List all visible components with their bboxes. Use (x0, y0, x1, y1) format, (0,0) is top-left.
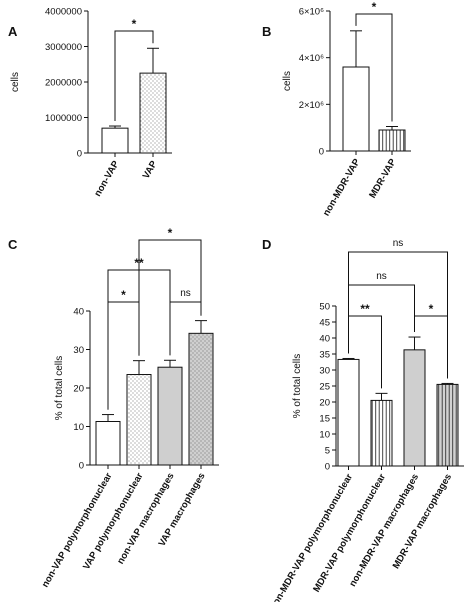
y-axis-label: % of total cells (54, 356, 65, 420)
category-label: non-VAP (92, 158, 122, 198)
significance-label: * (372, 0, 377, 14)
category-label: VAP (141, 158, 160, 180)
y-tick-label: 5 (325, 446, 330, 457)
y-axis-label: % of total cells (292, 354, 303, 418)
significance-label: * (429, 302, 434, 316)
y-tick-label: 50 (319, 302, 330, 313)
significance-label: ** (360, 302, 370, 316)
y-tick-label: 4×10⁶ (299, 53, 324, 64)
y-tick-label: 30 (319, 366, 330, 377)
y-tick-label: 2×10⁶ (299, 100, 324, 111)
chart-panel-a: A 0 1000000 2000000 3000000 4000000 cells non-V… (8, 7, 172, 199)
bar (126, 374, 152, 466)
bar (188, 332, 214, 466)
significance-bracket (355, 13, 393, 122)
significance-label: ns (393, 238, 404, 249)
bar (101, 127, 129, 154)
bar (95, 420, 121, 466)
y-tick-label: 25 (319, 382, 330, 393)
y-tick-label: 45 (319, 318, 330, 329)
bar (378, 129, 406, 152)
panel-letter: A (8, 24, 18, 39)
y-tick-label: 10 (319, 430, 330, 441)
y-tick-label: 40 (319, 334, 330, 345)
y-tick-label: 0 (325, 462, 330, 473)
y-tick-label: 4000000 (45, 7, 82, 18)
significance-label: * (121, 288, 126, 302)
bar (436, 383, 459, 467)
bar (370, 399, 393, 467)
significance-label: * (132, 17, 137, 31)
y-tick-label: 20 (319, 398, 330, 409)
y-tick-label: 35 (319, 350, 330, 361)
significance-label: * (168, 226, 173, 240)
y-tick-label: 20 (73, 384, 84, 395)
category-label: non-MDR-VAP (321, 156, 363, 218)
category-label: MDR-VAP macrophages (391, 472, 454, 571)
significance-bracket (348, 251, 448, 379)
y-tick-label: 1000000 (45, 113, 82, 124)
category-label: non-VAP macrophages (115, 471, 176, 566)
y-axis-label: cells (282, 71, 293, 91)
bar (342, 66, 370, 152)
y-tick-label: 30 (73, 345, 84, 356)
y-tick-label: 2000000 (45, 78, 82, 89)
y-tick-label: 15 (319, 414, 330, 425)
category-label: MDR-VAP (367, 156, 399, 200)
bar (403, 349, 426, 467)
y-tick-label: 0 (79, 461, 84, 472)
panel-letter: B (262, 24, 271, 39)
y-tick-label: 0 (319, 147, 324, 158)
significance-bracket (114, 30, 154, 122)
bar (139, 72, 167, 154)
y-tick-label: 6×10⁶ (299, 7, 324, 18)
y-tick-label: 10 (73, 422, 84, 433)
y-tick-label: 0 (77, 149, 82, 160)
panel-letter: C (8, 237, 18, 252)
y-tick-label: 3000000 (45, 42, 82, 53)
significance-label: ns (376, 271, 387, 282)
significance-label: ns (180, 288, 191, 299)
chart-panel-b: B 0 2×10⁶ 4×10⁶ 6×10⁶ cells non-MDR-VAP MDR-VAP… (262, 0, 411, 218)
bar (337, 358, 360, 467)
y-axis-label: cells (10, 72, 21, 92)
bar (157, 366, 183, 466)
category-label: VAP polymorphonuclear (81, 471, 146, 572)
significance-bracket (138, 239, 202, 356)
panel-letter: D (262, 237, 271, 252)
y-tick-label: 40 (73, 307, 84, 318)
